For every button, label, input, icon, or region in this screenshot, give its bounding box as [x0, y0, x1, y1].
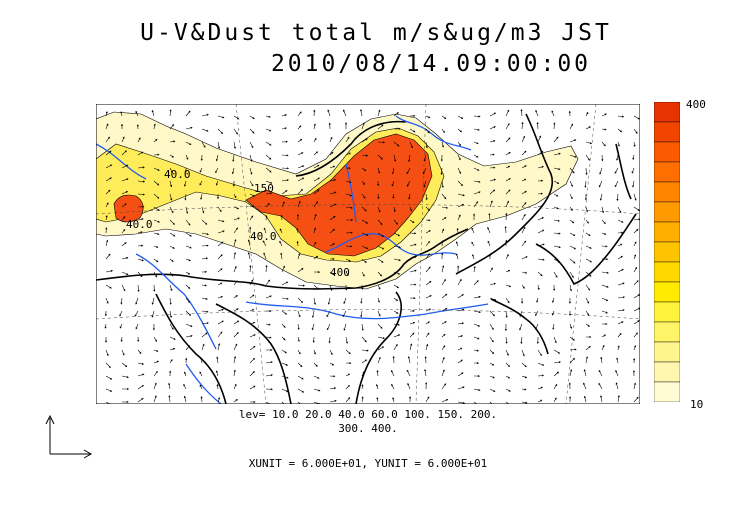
contour-label: 40.0 [164, 168, 191, 181]
dust-region-high [245, 133, 433, 257]
graticule [96, 104, 640, 404]
chart-title: U-V&Dust total m/s&ug/m3 JST [140, 20, 612, 46]
colorbar-band [654, 321, 680, 343]
colorbar-min-label: 10 [690, 398, 704, 411]
colorbar-band [654, 381, 680, 402]
colorbar-band [654, 201, 680, 223]
contour-label: 40.0 [126, 218, 153, 231]
levels-line-2: 300. 400. [338, 422, 398, 435]
vector-unit-scale: XUNIT = 6.000E+01, YUNIT = 6.000E+01 [248, 457, 488, 470]
colorbar-band [654, 221, 680, 243]
colorbar-band [654, 301, 680, 323]
dust-map: 40.0 40.0 150 40.0 400 [96, 104, 640, 404]
rivers [96, 115, 489, 404]
colorbar [654, 102, 680, 402]
contour-levels: lev= 10.0 20.0 40.0 60.0 100. 150. 200. … [96, 408, 640, 436]
colorbar-band [654, 261, 680, 283]
colorbar-band [654, 281, 680, 303]
colorbar-band [654, 161, 680, 183]
reference-vector-icon [45, 414, 93, 459]
chart-timestamp: 2010/08/14.09:00:00 [270, 51, 592, 77]
colorbar-band [654, 361, 680, 383]
levels-line-1: lev= 10.0 20.0 40.0 60.0 100. 150. 200. [238, 408, 498, 421]
contour-label: 40.0 [250, 230, 277, 243]
wind-vector-field [104, 108, 640, 404]
wind-arrows [104, 108, 640, 404]
colorbar-band [654, 341, 680, 363]
colorbar-band [654, 181, 680, 203]
contour-label: 150 [254, 182, 274, 195]
colorbar-band [654, 102, 680, 123]
colorbar-band [654, 121, 680, 143]
colorbar-band [654, 141, 680, 163]
coastlines [96, 113, 637, 404]
colorbar-max-label: 400 [686, 98, 706, 111]
colorbar-band [654, 241, 680, 263]
contour-label: 400 [330, 266, 350, 279]
